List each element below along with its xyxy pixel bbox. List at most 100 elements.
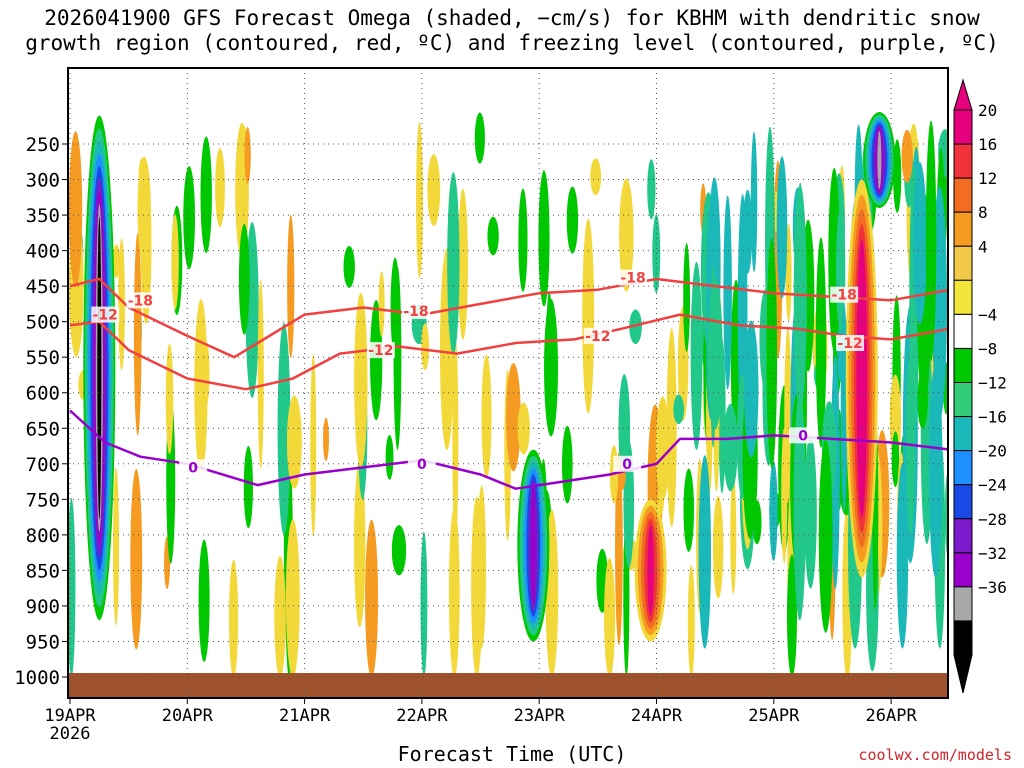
omega-blob — [286, 395, 302, 489]
omega-blob — [420, 531, 428, 677]
colorbar-label: −36 — [978, 578, 1007, 597]
contour-line--12 — [69, 313, 948, 391]
omega-blob — [518, 188, 528, 292]
contour-label-0: 0 — [798, 428, 808, 444]
y-tick-label: 350 — [26, 205, 60, 227]
omega-blob — [137, 156, 151, 264]
omega-blob — [68, 131, 83, 288]
temperature-contours: -18 -18 -18 -18 -12 -12 -12 -12 0 0 0 0 — [69, 269, 948, 490]
x-tick-label: 24APR — [631, 706, 683, 726]
y-tick-label: 300 — [26, 170, 60, 192]
omega-blob — [198, 539, 210, 662]
omega-blob — [615, 452, 623, 646]
colorbar-label: −8 — [978, 339, 997, 358]
y-tick-label: 450 — [26, 276, 60, 298]
y-tick-label: 600 — [26, 383, 60, 405]
omega-blob — [891, 431, 900, 488]
omega-blob — [723, 195, 732, 390]
omega-blob — [112, 244, 120, 279]
omega-blob — [629, 309, 642, 345]
plot-area — [68, 68, 948, 698]
omega-blob — [818, 439, 833, 633]
colorbar-swatch — [953, 143, 973, 179]
contour-label--18: -18 — [832, 288, 857, 304]
omega-blob — [901, 129, 913, 183]
colorbar-label: −12 — [978, 374, 1007, 393]
colorbar-swatch — [953, 279, 973, 315]
colorbar-label: −20 — [978, 442, 1007, 461]
contour-label-0: 0 — [188, 460, 198, 476]
omega-feature-4 — [877, 130, 882, 190]
omega-blob — [385, 434, 394, 480]
omega-feature-2 — [647, 524, 654, 616]
omega-blob — [769, 461, 778, 562]
x-tick-label: 21APR — [279, 706, 331, 726]
colorbar-swatch — [953, 450, 973, 486]
omega-blob — [698, 455, 712, 649]
omega-blob — [354, 459, 366, 628]
omega-blob — [133, 233, 142, 436]
omega-blob — [506, 363, 521, 472]
colorbar-bottom-arrow — [953, 654, 973, 694]
colorbar-label: 4 — [978, 237, 988, 256]
contour-clip-group: -18 -18 -18 -18 -12 -12 -12 -12 0 0 0 0 — [69, 269, 948, 490]
colorbar-swatch — [953, 313, 973, 349]
colorbar-swatch — [953, 552, 973, 588]
omega-blob — [68, 498, 76, 677]
contour-label--18: -18 — [403, 304, 428, 320]
omega-blob — [906, 347, 916, 535]
contour-label--12: -12 — [837, 336, 862, 352]
omega-blob — [354, 292, 368, 469]
y-tick-label: 500 — [26, 312, 60, 334]
omega-blob — [421, 323, 430, 371]
omega-blob — [183, 166, 195, 270]
omega-blob — [647, 159, 656, 220]
contour-label-bg — [126, 292, 155, 309]
x-start-year: 2026 — [50, 724, 91, 744]
omega-blob — [200, 136, 212, 253]
omega-blob — [655, 396, 670, 501]
omega-feature-0 — [97, 216, 102, 520]
contour-label-0: 0 — [622, 457, 632, 473]
omega-blob — [710, 265, 717, 448]
omega-blob — [238, 223, 250, 335]
omega-blob — [683, 243, 691, 353]
colorbar-top-arrow — [953, 78, 973, 111]
omega-blob — [471, 496, 483, 677]
omega-blob — [776, 156, 788, 299]
x-tick-label: 20APR — [162, 706, 214, 726]
plot-border — [67, 67, 949, 699]
omega-blob — [474, 112, 485, 164]
omega-blob — [889, 374, 902, 462]
credit-text: coolwx.com/models — [858, 746, 1012, 764]
y-tick-label: 950 — [26, 631, 60, 653]
omega-blob — [391, 525, 407, 576]
contour-label-bg — [407, 455, 436, 472]
omega-blob — [487, 216, 499, 256]
omega-blob — [481, 354, 492, 479]
omega-blob — [712, 495, 724, 599]
omega-blob — [370, 300, 383, 421]
pressure-axis: 250 300 350 400 450 500 550 600 650 700 750 800 850 9… — [14, 134, 68, 689]
x-tick-label: 26APR — [866, 706, 918, 726]
x-tick-label: 19APR — [44, 706, 96, 726]
colorbar-label: 12 — [978, 169, 997, 188]
contour-line--18 — [69, 277, 948, 359]
omega-blob — [448, 506, 460, 677]
omega-blob — [544, 298, 558, 437]
contour-label--12: -12 — [93, 308, 118, 324]
y-tick-label: 900 — [26, 596, 60, 618]
colorbar-swatch — [953, 177, 973, 213]
contour-label-bg — [583, 327, 612, 344]
omega-blob — [723, 403, 738, 492]
colorbar-swatch — [953, 211, 973, 247]
colorbar-swatch — [953, 586, 973, 622]
omega-blob — [566, 186, 579, 254]
colorbar-label: −28 — [978, 510, 1007, 529]
omega-feature-1 — [531, 486, 536, 605]
omega-blob — [130, 469, 143, 650]
omega-blob — [113, 467, 120, 626]
time-axis: 19APR 20APR 21APR 22APR 23APR 24APR 25APR 26APR… — [44, 698, 917, 744]
omega-blob — [118, 238, 125, 371]
omega-blob — [257, 279, 264, 469]
